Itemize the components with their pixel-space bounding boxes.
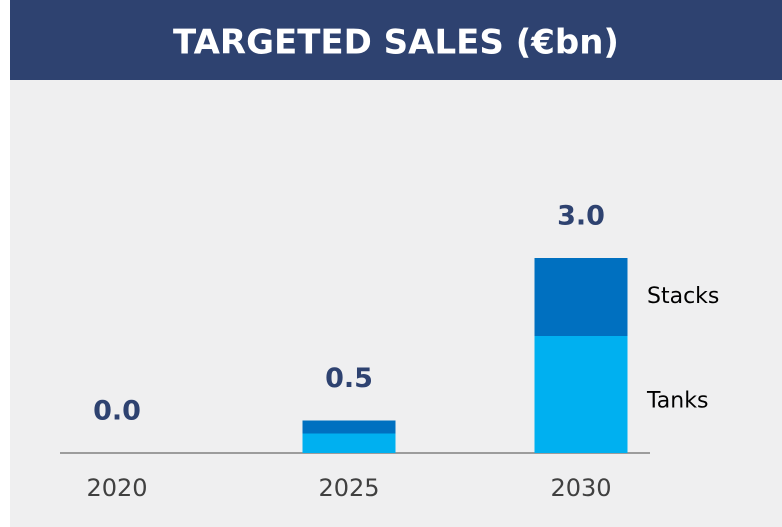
- bar-segment: [534, 258, 628, 336]
- total-label: 0.5: [325, 363, 373, 394]
- x-tick-label: 2030: [550, 474, 611, 502]
- bar-segment: [302, 420, 396, 434]
- total-label: 3.0: [557, 201, 605, 232]
- header-bar: [10, 0, 782, 80]
- bar-segment: [534, 336, 628, 453]
- x-tick-label: 2025: [318, 474, 379, 502]
- x-tick-label: 2020: [86, 474, 147, 502]
- chart-title: TARGETED SALES (€bn): [173, 23, 619, 63]
- bar-segment: [302, 433, 396, 453]
- total-label: 0.0: [93, 396, 141, 427]
- legend-label: Stacks: [647, 284, 719, 309]
- legend-label: Tanks: [646, 389, 708, 414]
